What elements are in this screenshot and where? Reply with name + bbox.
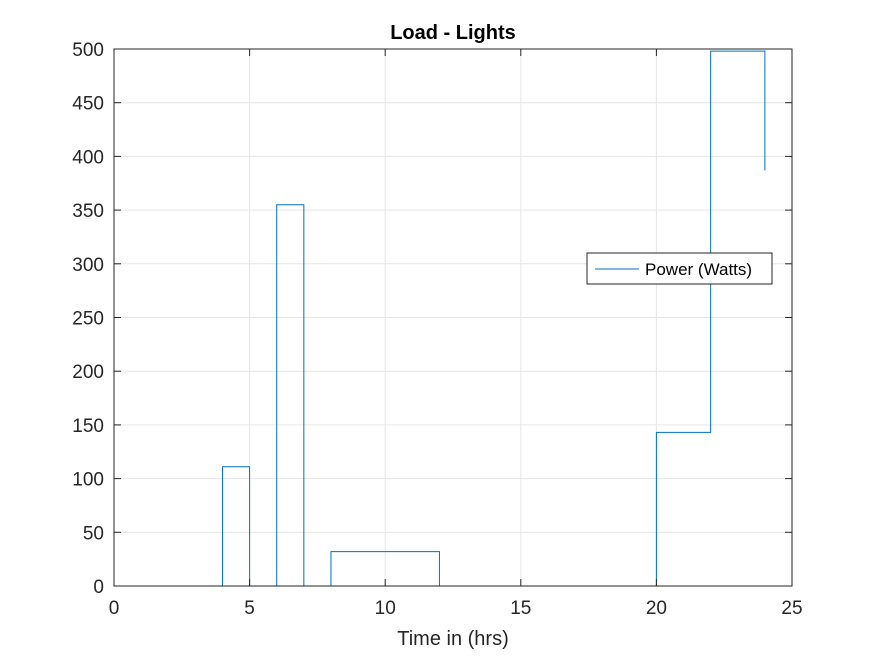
y-tick-label: 450 <box>72 94 104 115</box>
x-tick-labels: 0 5 10 15 20 25 <box>109 598 803 619</box>
y-tick-label: 500 <box>72 40 104 61</box>
x-tick-label: 20 <box>646 598 667 619</box>
y-tick-label: 100 <box>72 470 104 491</box>
y-tick-label: 50 <box>83 523 104 544</box>
x-tick-label: 0 <box>109 598 120 619</box>
y-tick-label: 250 <box>72 309 104 330</box>
y-tick-label: 150 <box>72 416 104 437</box>
ticks <box>113 48 793 587</box>
legend-label-power: Power (Watts) <box>645 260 752 279</box>
y-tick-label: 400 <box>72 147 104 168</box>
y-tick-label: 200 <box>72 362 104 383</box>
chart-title: Load - Lights <box>390 22 516 44</box>
x-tick-label: 10 <box>375 598 396 619</box>
x-tick-label: 15 <box>510 598 531 619</box>
x-tick-label: 25 <box>781 598 802 619</box>
legend: Power (Watts) <box>586 252 773 285</box>
y-tick-label: 300 <box>72 255 104 276</box>
y-tick-label: 350 <box>72 201 104 222</box>
x-tick-label: 5 <box>244 598 255 619</box>
y-tick-label: 0 <box>93 577 104 598</box>
y-tick-labels: 0 50 100 150 200 250 300 350 400 450 500 <box>72 40 104 598</box>
x-axis-label: Time in (hrs) <box>397 628 508 650</box>
